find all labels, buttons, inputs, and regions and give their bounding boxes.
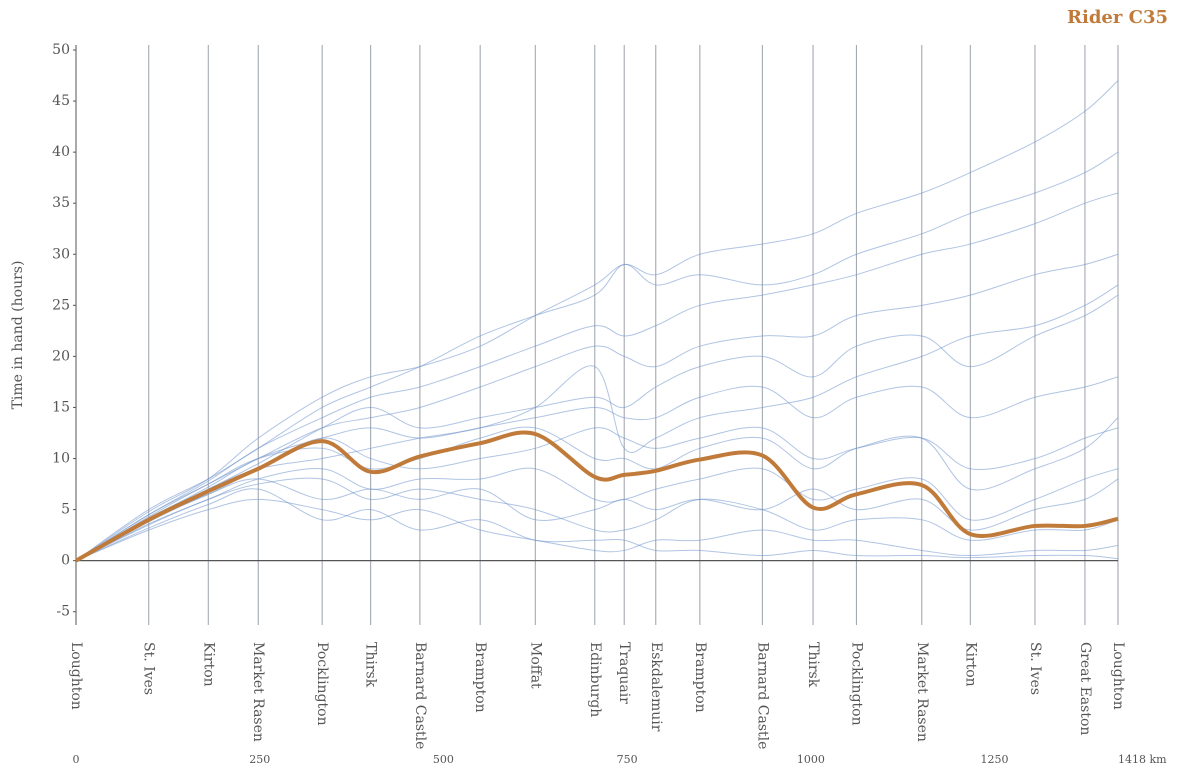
y-tick-label: 40: [52, 144, 70, 160]
control-label: Thirsk: [805, 642, 821, 688]
control-label: Kirton: [962, 642, 978, 687]
x-tick-label: 1000: [797, 753, 825, 766]
other-rider-line: [75, 284, 1119, 562]
chart-title: Rider C35: [1067, 7, 1168, 28]
y-tick-label: 50: [52, 42, 70, 58]
control-label: Market Rasen: [914, 642, 930, 742]
control-label: Loughton: [1110, 642, 1126, 710]
other-rider-line: [75, 192, 1119, 562]
control-label: Kirton: [200, 642, 216, 687]
other-rider-line: [75, 417, 1119, 562]
control-label: Brampton: [692, 642, 708, 713]
control-label: Great Easton: [1077, 642, 1093, 735]
other-rider-line: [75, 477, 1119, 562]
control-label: Barnard Castle: [412, 642, 428, 749]
control-label: Pocklington: [848, 642, 864, 726]
other-rider-line: [75, 294, 1119, 562]
other-rider-line: [75, 151, 1119, 562]
y-tick-label: 15: [52, 399, 70, 415]
other-rider-line: [75, 80, 1119, 562]
x-tick-label: 250: [249, 753, 270, 766]
control-label: Edinburgh: [587, 642, 603, 717]
other-rider-line: [75, 467, 1119, 562]
x-tick-label: 500: [433, 753, 454, 766]
rider-line: [75, 430, 1119, 563]
y-tick-label: 45: [52, 93, 70, 109]
control-label: St. Ives: [141, 642, 157, 695]
other-rider-line: [75, 498, 1119, 562]
control-label: Thirsk: [363, 642, 379, 688]
y-tick-label: 5: [61, 502, 70, 518]
y-tick-label: 25: [52, 297, 70, 313]
y-tick-label: -5: [56, 604, 70, 620]
y-tick-label: 0: [61, 553, 70, 569]
x-tick-label: 0: [73, 753, 80, 766]
other-rider-line: [75, 376, 1119, 562]
x-tick-label: 1250: [981, 753, 1009, 766]
y-tick-label: 35: [52, 195, 70, 211]
y-tick-label: 20: [52, 348, 70, 364]
control-label: Moffat: [527, 642, 543, 689]
x-tick-label: 1418 km: [1118, 753, 1167, 766]
control-label: Loughton: [68, 642, 84, 710]
y-axis-label: Time in hand (hours): [10, 261, 26, 410]
control-label: Barnard Castle: [754, 642, 770, 749]
control-label: Traquair: [616, 642, 632, 704]
control-label: Market Rasen: [250, 642, 266, 742]
control-label: Eskdalemuir: [648, 642, 664, 732]
y-tick-label: 10: [52, 451, 70, 467]
other-rider-line: [75, 488, 1119, 562]
x-tick-label: 750: [617, 753, 638, 766]
control-label: Brampton: [472, 642, 488, 713]
control-label: St. Ives: [1027, 642, 1043, 695]
y-tick-label: 30: [52, 246, 70, 262]
control-label: Pocklington: [314, 642, 330, 726]
